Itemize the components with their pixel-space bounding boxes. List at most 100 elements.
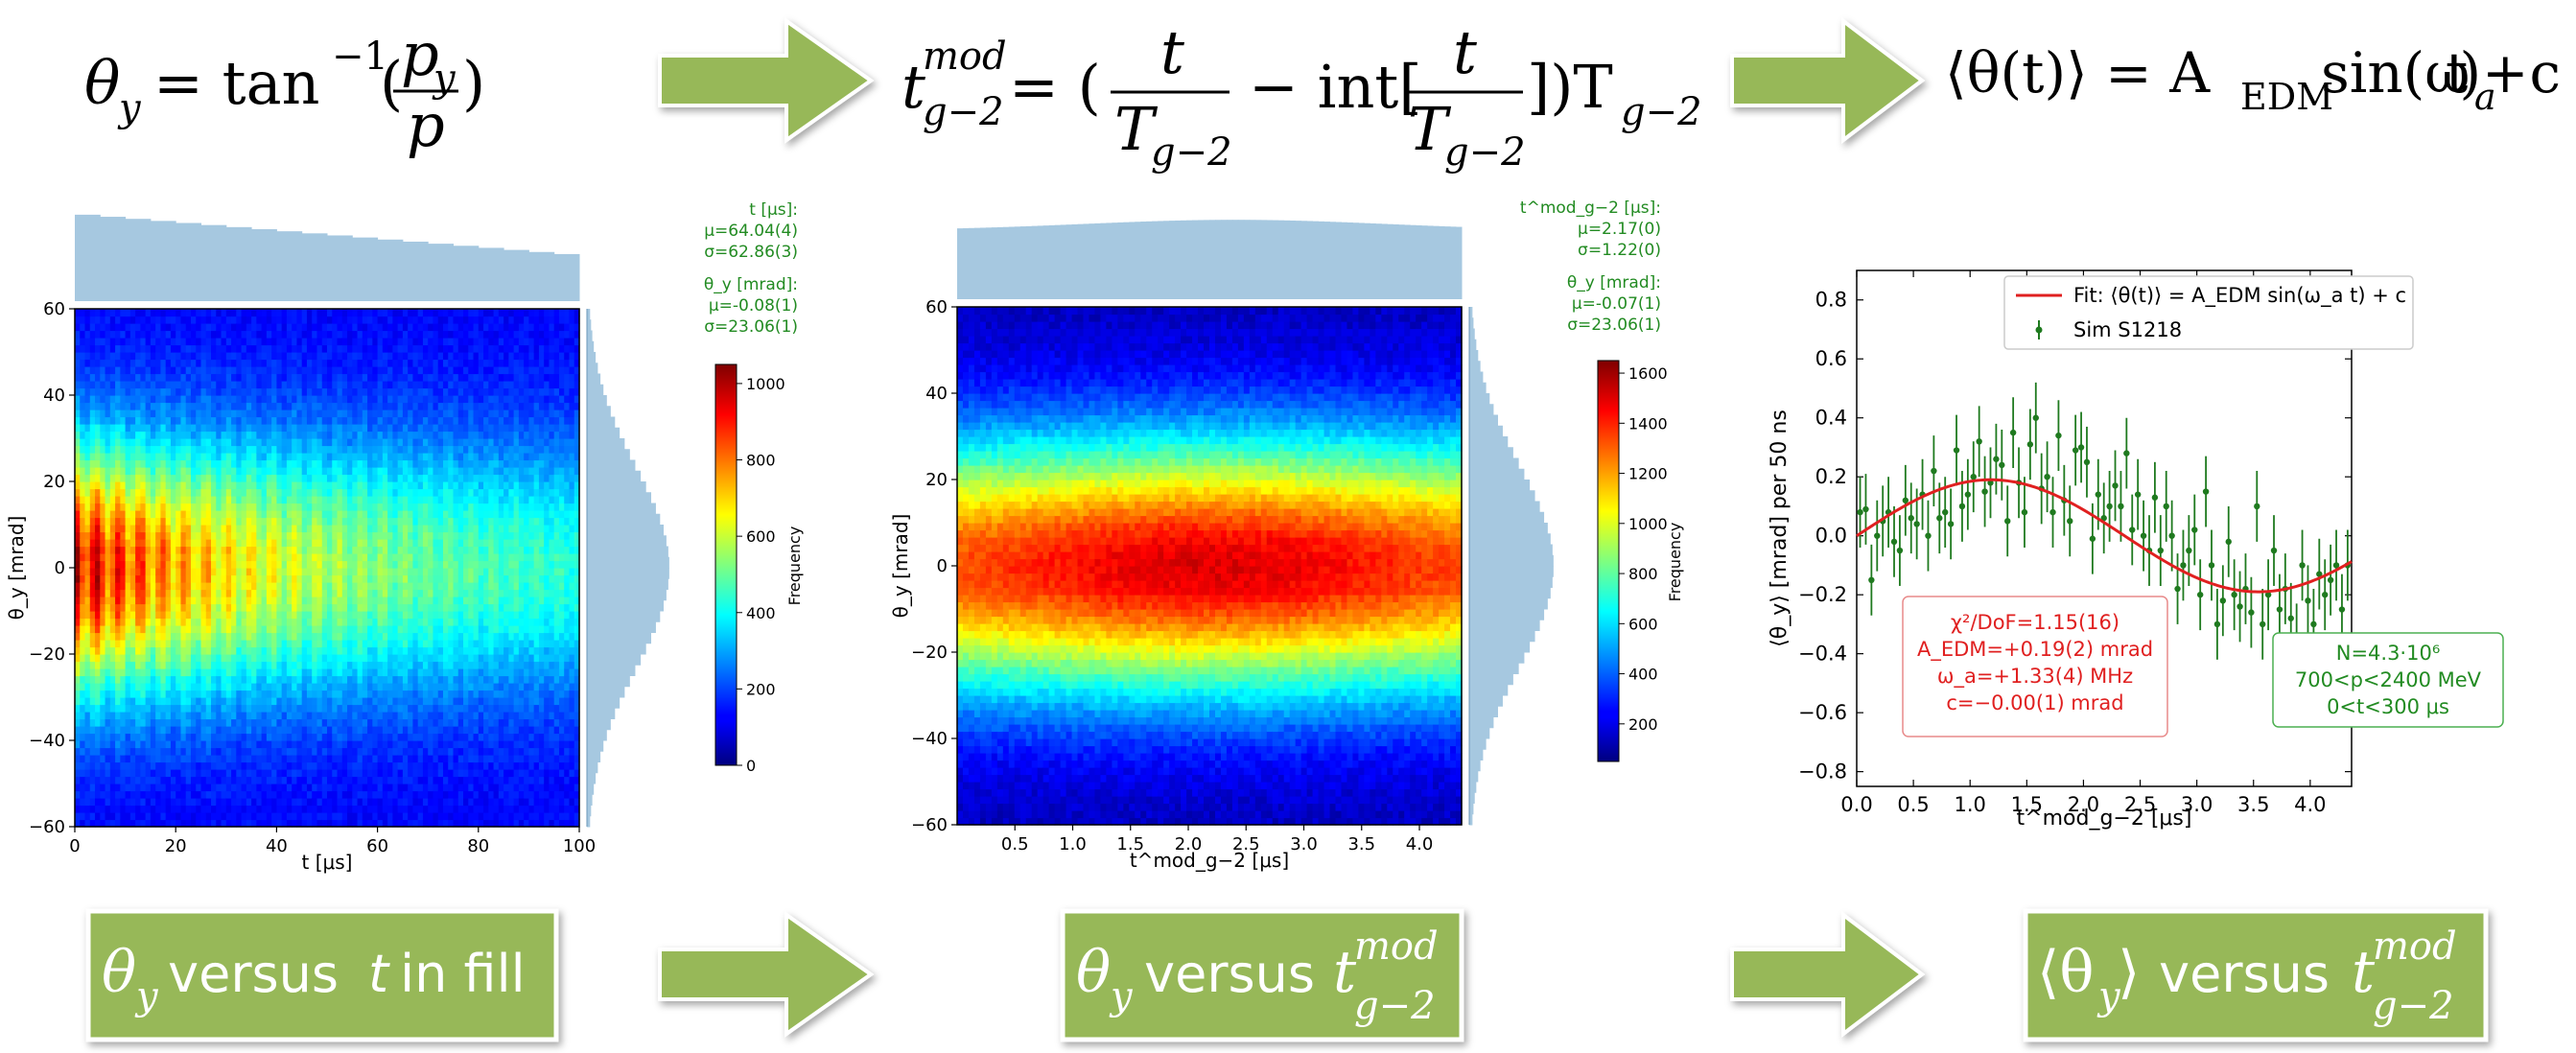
heat-cell: [408, 424, 414, 433]
heat-cell: [281, 726, 288, 735]
heat-cell: [281, 718, 288, 727]
heat-cell: [397, 625, 404, 634]
heat-cell: [205, 539, 212, 548]
heat-cell: [115, 761, 121, 770]
heat-cell: [312, 611, 318, 620]
heat-cell: [150, 582, 156, 591]
heat-cell: [276, 798, 283, 807]
heat-cell: [352, 539, 359, 548]
heat-cell: [367, 675, 373, 684]
heat-cell: [301, 718, 308, 727]
heat-cell: [296, 560, 303, 569]
heat-cell: [185, 553, 192, 562]
heat-cell: [372, 546, 379, 554]
heat-cell: [367, 539, 373, 548]
heat-cell: [387, 330, 393, 339]
heat-cell: [231, 359, 237, 367]
heat-cell: [286, 381, 293, 389]
heat-cell: [155, 718, 162, 727]
heat-cell: [316, 755, 323, 763]
heat-cell: [200, 373, 207, 382]
heat-cell: [125, 410, 131, 418]
heat-cell: [150, 733, 156, 741]
heat-cell: [80, 344, 86, 353]
heat-cell: [115, 632, 121, 641]
heat-cell: [155, 503, 162, 511]
heat-cell: [341, 718, 348, 727]
heat-cell: [89, 589, 96, 597]
heat-cell: [95, 733, 101, 741]
heat-cell: [216, 718, 222, 727]
heat-cell: [120, 755, 127, 763]
heat-cell: [382, 445, 388, 454]
heat-cell: [120, 453, 127, 461]
heat-cell: [150, 467, 156, 476]
heat-cell: [316, 445, 323, 454]
heat-cell: [312, 410, 318, 418]
heat-cell: [135, 416, 141, 425]
heat-cell: [109, 784, 116, 792]
heat-cell: [408, 438, 414, 447]
heat-cell: [125, 597, 131, 605]
heat-cell: [185, 618, 192, 626]
heat-cell: [402, 438, 409, 447]
heat-cell: [236, 784, 243, 792]
heat-cell: [347, 352, 353, 361]
heat-cell: [392, 395, 399, 404]
heat-cell: [155, 661, 162, 669]
heat-cell: [95, 531, 101, 540]
heat-cell: [160, 769, 167, 778]
heat-cell: [337, 445, 343, 454]
heat-cell: [341, 546, 348, 554]
heat-cell: [377, 553, 384, 562]
heat-cell: [231, 654, 237, 663]
heat-cell: [140, 661, 147, 669]
heat-cell: [241, 496, 247, 504]
heat-cell: [241, 366, 247, 375]
heat-cell: [261, 553, 268, 562]
heat-cell: [129, 718, 136, 727]
heat-cell: [332, 646, 339, 655]
heat-cell: [246, 445, 252, 454]
heat-cell: [155, 697, 162, 706]
heat-cell: [392, 387, 399, 396]
heat-cell: [341, 668, 348, 677]
heat-cell: [286, 395, 293, 404]
heat-cell: [266, 805, 272, 813]
heat-cell: [347, 546, 353, 554]
top-hist-bar: [301, 233, 328, 301]
heat-cell: [84, 344, 91, 353]
heat-cell: [408, 445, 414, 454]
heat-cell: [296, 316, 303, 324]
heat-cell: [337, 517, 343, 526]
heat-cell: [246, 416, 252, 425]
heat-cell: [80, 819, 86, 828]
heat-cell: [211, 488, 217, 497]
caption3-close: ⟩: [2118, 939, 2140, 1006]
heat-cell: [402, 395, 409, 404]
heat-cell: [281, 474, 288, 482]
heat-cell: [190, 640, 197, 648]
heat-cell: [377, 344, 384, 353]
heat-cell: [211, 733, 217, 741]
heat-cell: [105, 453, 111, 461]
heat-cell: [125, 459, 131, 468]
heat-cell: [80, 309, 86, 317]
heat-cell: [190, 366, 197, 375]
heat-cell: [89, 366, 96, 375]
heat-cell: [170, 474, 176, 482]
heat-cell: [316, 481, 323, 490]
heat-cell: [296, 488, 303, 497]
heat-cell: [332, 402, 339, 410]
heat-cell: [176, 366, 182, 375]
heat-cell: [125, 424, 131, 433]
heat-cell: [150, 323, 156, 332]
heat-cell: [231, 690, 237, 698]
heat-cell: [216, 517, 222, 526]
heat-cell: [341, 589, 348, 597]
heat-cell: [357, 661, 363, 669]
heat-cell: [105, 726, 111, 735]
heat-cell: [170, 574, 176, 583]
heat-cell: [200, 697, 207, 706]
heat-cell: [80, 531, 86, 540]
